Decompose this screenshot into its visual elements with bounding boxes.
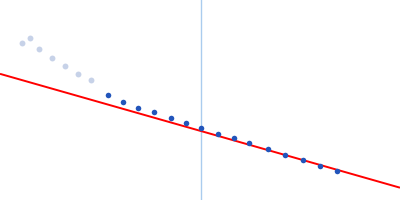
Point: [215, 132, 222, 135]
Point: [183, 121, 189, 125]
Point: [75, 72, 81, 75]
Point: [36, 48, 42, 51]
Point: [282, 154, 289, 157]
Point: [49, 57, 55, 60]
Point: [198, 126, 204, 129]
Point: [334, 169, 340, 172]
Point: [300, 158, 306, 162]
Point: [246, 141, 252, 145]
Point: [18, 41, 25, 45]
Point: [27, 37, 34, 40]
Point: [120, 100, 126, 103]
Point: [62, 65, 68, 68]
Point: [317, 165, 323, 168]
Point: [150, 111, 157, 114]
Point: [230, 137, 237, 140]
Point: [105, 94, 111, 97]
Point: [135, 106, 142, 109]
Point: [265, 148, 271, 151]
Point: [88, 78, 94, 82]
Point: [168, 117, 174, 120]
